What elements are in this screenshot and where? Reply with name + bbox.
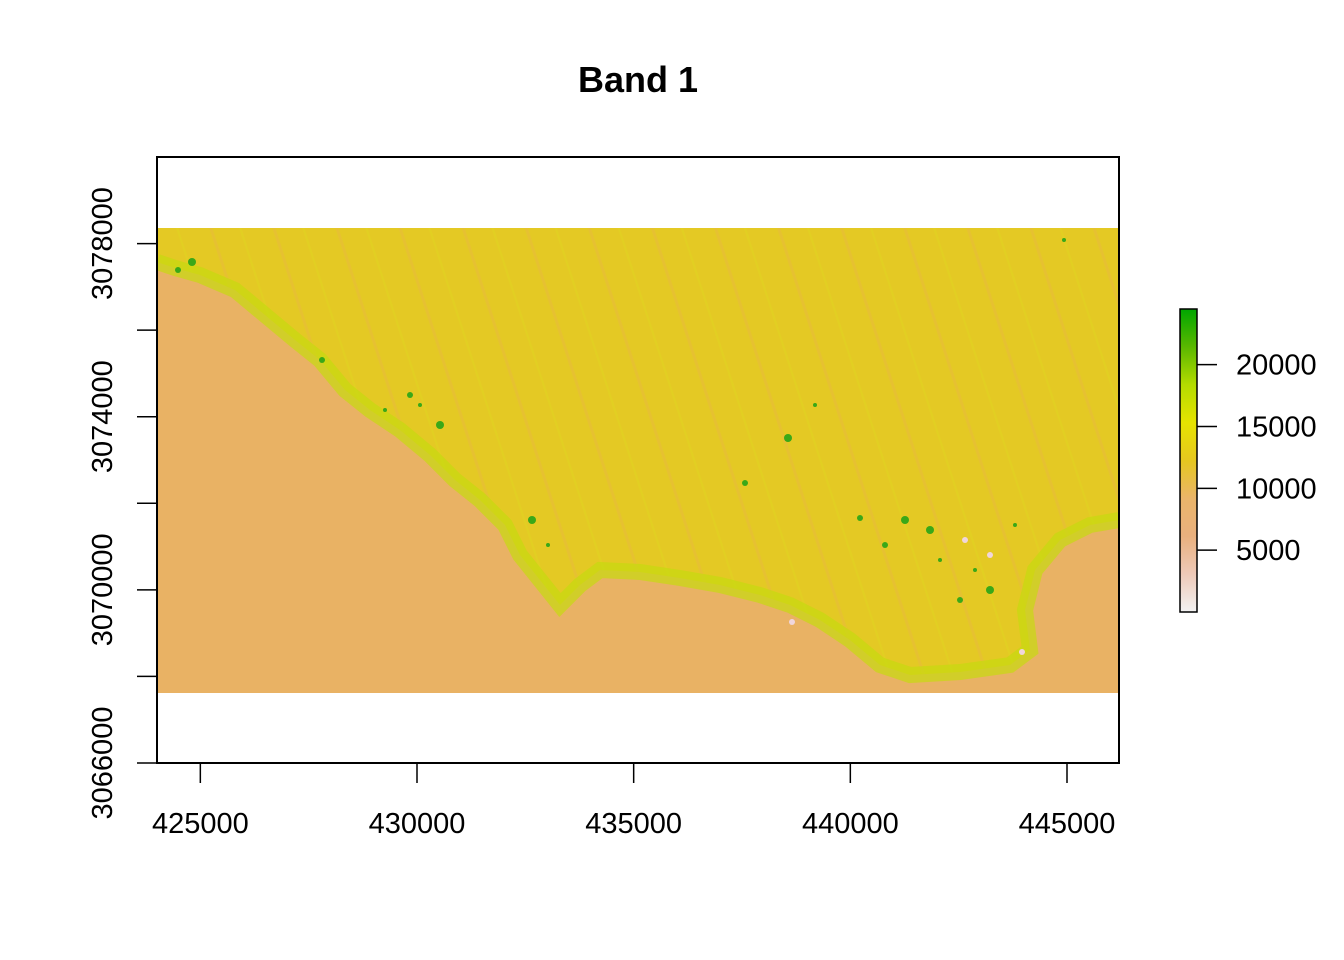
vegetation-patches <box>175 238 1066 655</box>
vegetation-patch <box>436 421 444 429</box>
vegetation-patch <box>973 568 977 572</box>
x-tick-label: 440000 <box>802 808 899 840</box>
vegetation-patch <box>1013 523 1017 527</box>
y-tick-label: 3070000 <box>87 533 119 646</box>
vegetation-patch <box>407 392 413 398</box>
legend-colorbar <box>1179 308 1198 613</box>
vegetation-patch <box>418 403 422 407</box>
vegetation-patch <box>528 516 536 524</box>
raster-image <box>157 228 1119 693</box>
vegetation-patch <box>926 526 934 534</box>
vegetation-patch <box>175 267 181 273</box>
legend-tick-label: 15000 <box>1236 411 1317 443</box>
x-tick-label: 435000 <box>585 808 682 840</box>
vegetation-patch <box>857 515 863 521</box>
urban-patch <box>962 537 968 543</box>
vegetation-patch <box>986 586 994 594</box>
x-tick-label: 445000 <box>1019 808 1116 840</box>
vegetation-patch <box>1062 238 1066 242</box>
vegetation-patch <box>742 480 748 486</box>
vegetation-patch <box>882 542 888 548</box>
vegetation-patch <box>319 357 325 363</box>
color-legend: 5000 10000 15000 20000 <box>1179 308 1317 613</box>
y-tick-label: 3074000 <box>87 360 119 473</box>
chart-title: Band 1 <box>578 59 698 100</box>
land-ridges <box>157 228 1119 675</box>
vegetation-patch <box>546 543 550 547</box>
vegetation-patch <box>813 403 817 407</box>
urban-patch <box>987 552 993 558</box>
vegetation-patch <box>957 597 963 603</box>
x-tick-label: 425000 <box>152 808 249 840</box>
vegetation-patch <box>383 408 387 412</box>
y-axis: 3066000 3070000 3074000 3078000 <box>87 187 158 820</box>
y-tick-label: 3078000 <box>87 187 119 300</box>
urban-patch <box>1019 649 1025 655</box>
urban-patch <box>789 619 795 625</box>
legend-tick-label: 20000 <box>1236 350 1317 382</box>
x-tick-label: 430000 <box>369 808 466 840</box>
vegetation-patch <box>784 434 792 442</box>
x-axis: 425000 430000 435000 440000 445000 <box>152 762 1116 840</box>
vegetation-patch <box>938 558 942 562</box>
vegetation-patch <box>901 516 909 524</box>
legend-tick-label: 10000 <box>1236 473 1317 505</box>
legend-ticks: 5000 10000 15000 20000 <box>1197 350 1317 567</box>
vegetation-patch <box>188 258 196 266</box>
coastal-bright-band <box>157 254 1119 684</box>
y-tick-label: 3066000 <box>87 707 119 820</box>
legend-tick-label: 5000 <box>1236 535 1301 567</box>
